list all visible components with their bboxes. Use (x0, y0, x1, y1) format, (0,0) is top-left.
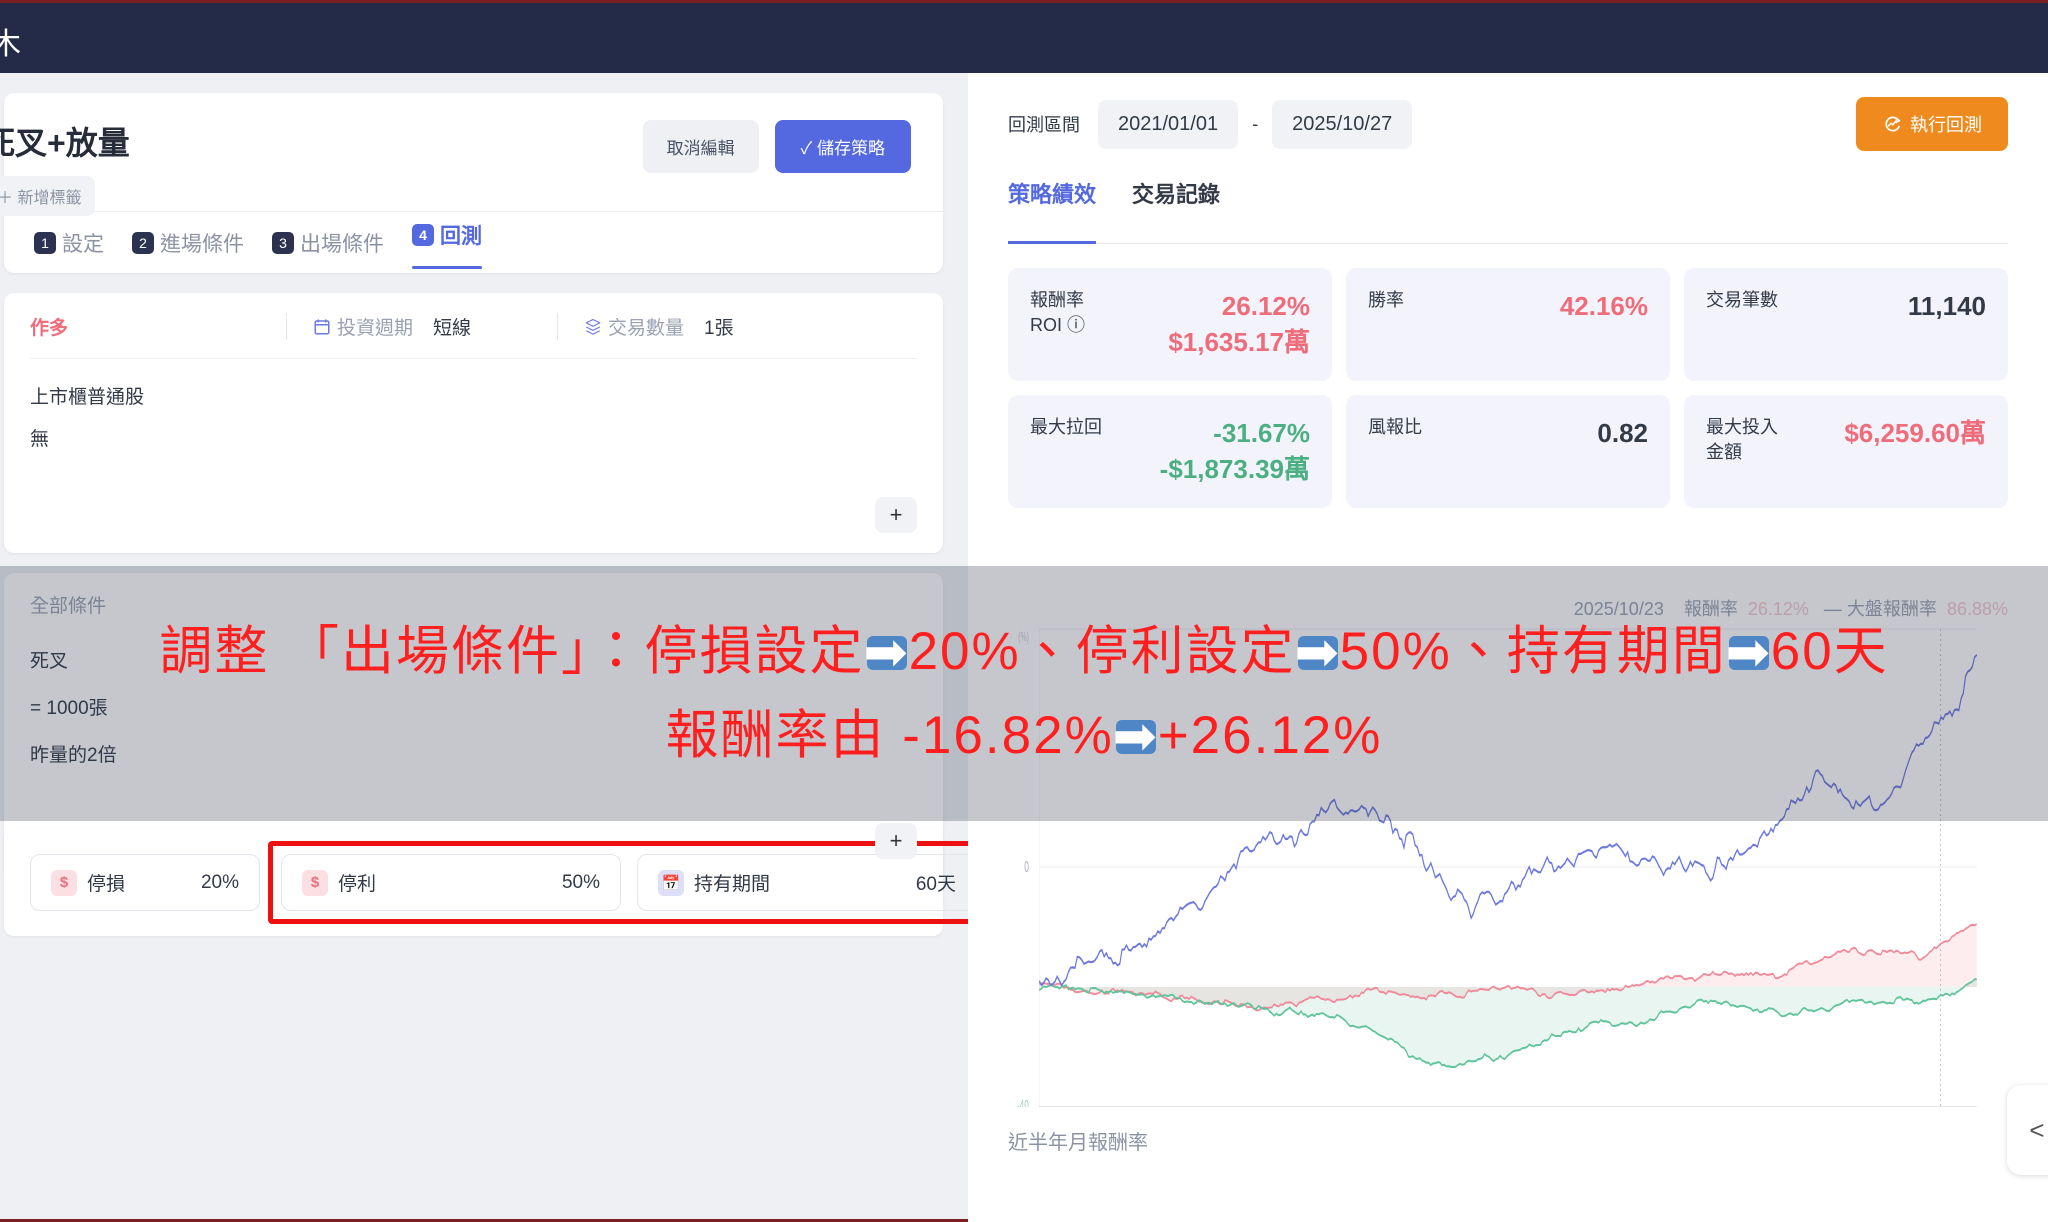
svg-text:0: 0 (1024, 857, 1029, 876)
svg-text:-40: -40 (1017, 1096, 1029, 1107)
